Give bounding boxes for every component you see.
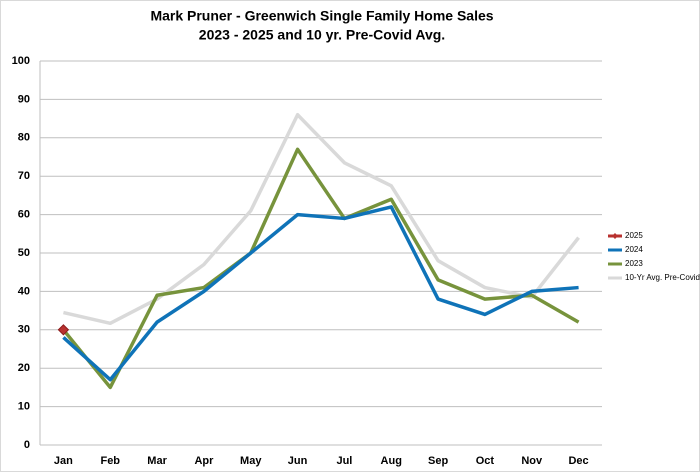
chart-subtitle: 2023 - 2025 and 10 yr. Pre-Covid Avg.: [199, 27, 445, 43]
x-tick-label: Oct: [476, 455, 495, 467]
legend-marker: [612, 233, 618, 239]
chart-title: Mark Pruner - Greenwich Single Family Ho…: [150, 8, 493, 24]
y-tick-label: 50: [18, 247, 30, 259]
x-tick-label: Jun: [288, 455, 308, 467]
legend-label: 2023: [625, 259, 643, 268]
x-tick-label: May: [240, 455, 262, 467]
x-tick-label: Sep: [428, 455, 448, 467]
y-tick-label: 90: [18, 93, 30, 105]
y-tick-label: 0: [24, 439, 30, 451]
x-tick-label: Feb: [100, 455, 120, 467]
x-tick-label: Nov: [521, 455, 543, 467]
y-tick-label: 40: [18, 285, 30, 297]
y-tick-label: 60: [18, 209, 30, 221]
x-tick-label: Jul: [336, 455, 352, 467]
x-tick-label: Mar: [147, 455, 167, 467]
y-tick-label: 70: [18, 170, 30, 182]
legend-label: 2024: [625, 245, 643, 254]
y-tick-label: 10: [18, 401, 30, 413]
y-tick-label: 20: [18, 362, 30, 374]
x-tick-label: Aug: [381, 455, 402, 467]
x-tick-label: Jan: [54, 455, 73, 467]
y-tick-label: 100: [12, 55, 30, 67]
series-line: [63, 113, 580, 326]
legend-label: 2025: [625, 231, 643, 240]
series-line: [62, 147, 580, 390]
legend-label: 10-Yr Avg. Pre-Covid: [625, 273, 700, 282]
y-tick-label: 30: [18, 324, 30, 336]
series-line: [62, 205, 579, 382]
point-marker: [57, 324, 70, 336]
x-tick-label: Apr: [194, 455, 214, 467]
y-tick-label: 80: [18, 132, 30, 144]
x-tick-label: Dec: [568, 455, 588, 467]
